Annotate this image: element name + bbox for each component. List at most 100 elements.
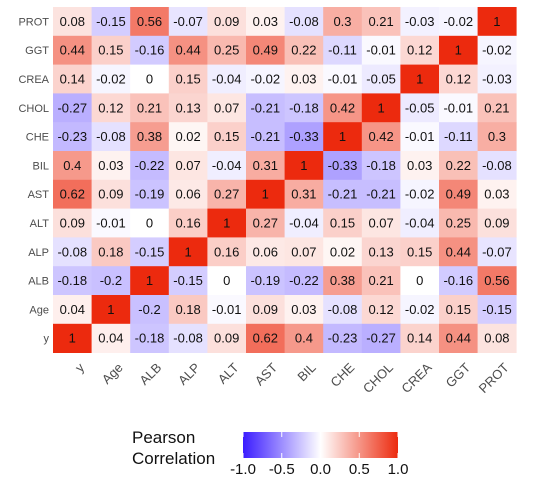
- cell-value-label: 0.42: [368, 129, 393, 144]
- heatmap-cell: [91, 208, 131, 238]
- cell-value-label: 0.07: [291, 244, 316, 259]
- heatmap-cell: [53, 323, 92, 353]
- cell-value-label: -0.04: [289, 216, 319, 231]
- cell-value-label: 1: [339, 129, 346, 144]
- cell-value-label: 0.12: [368, 302, 393, 317]
- heatmap-cell: [207, 93, 247, 123]
- heatmap-cell: [284, 151, 324, 181]
- cell-value-label: 0.4: [63, 158, 81, 173]
- heatmap-cell: [361, 208, 401, 238]
- cell-value-label: -0.18: [289, 100, 319, 115]
- heatmap-cell: [53, 208, 92, 238]
- cell-value-label: -0.08: [96, 129, 126, 144]
- cell-value-label: 0.44: [446, 331, 471, 346]
- x-tick-label: AST: [252, 360, 281, 389]
- heatmap-cells: 0.08 -0.15 0.56 -0.07 0.09 0.03 -0.08 0.3 0.21 -0…: [53, 7, 517, 353]
- cell-value-label: 0.03: [98, 158, 123, 173]
- heatmap-cell: [439, 295, 478, 325]
- cell-value-label: -0.23: [328, 331, 358, 346]
- y-tick-label: y: [44, 333, 50, 345]
- cell-value-label: 0.15: [446, 302, 471, 317]
- cell-value-label: 0.15: [175, 72, 200, 87]
- heatmap-cell: [53, 295, 92, 325]
- heatmap-cell: [130, 266, 170, 296]
- cell-value-label: 1: [416, 72, 423, 87]
- cell-value-label: 0.56: [484, 273, 509, 288]
- cell-value-label: 0.25: [214, 43, 239, 58]
- heatmap-cell: [323, 35, 363, 65]
- heatmap-cell: [91, 35, 131, 65]
- heatmap-cell: [168, 93, 208, 123]
- heatmap-cell: [361, 93, 401, 123]
- legend-tick-label: 0.5: [349, 461, 370, 478]
- cell-value-label: 0: [146, 216, 153, 231]
- heatmap-cell: [246, 179, 285, 209]
- cell-value-label: -0.16: [443, 273, 473, 288]
- heatmap-cell: [284, 179, 324, 209]
- y-tick-label: ALB: [28, 276, 49, 288]
- cell-value-label: -0.03: [482, 72, 512, 87]
- heatmap-cell: [130, 295, 170, 325]
- heatmap-cell: [400, 64, 440, 94]
- heatmap-cell: [323, 179, 363, 209]
- heatmap-cell: [323, 295, 363, 325]
- cell-value-label: 0.12: [98, 100, 123, 115]
- heatmap-cell: [439, 122, 478, 152]
- y-tick-label: GGT: [25, 45, 49, 57]
- heatmap-cell: [477, 237, 517, 267]
- heatmap-cell: [323, 151, 363, 181]
- heatmap-cell: [477, 208, 517, 238]
- legend-tick-label: 0.0: [310, 461, 331, 478]
- legend-ticks: -1.0 -0.5 0.0 0.5 1.0: [230, 432, 408, 478]
- cell-value-label: 0.09: [60, 216, 85, 231]
- cell-value-label: 0.21: [137, 100, 162, 115]
- heatmap-cell: [323, 266, 363, 296]
- y-tick-label: CHE: [26, 132, 49, 144]
- heatmap-cell: [207, 122, 247, 152]
- legend-tick-label: 1.0: [388, 461, 409, 478]
- cell-value-label: 0.27: [253, 216, 278, 231]
- heatmap-cell: [168, 208, 208, 238]
- heatmap-cell: [323, 93, 363, 123]
- heatmap-cell: [130, 237, 170, 267]
- cell-value-label: 0.06: [175, 187, 200, 202]
- heatmap-cell: [361, 266, 401, 296]
- cell-value-label: -0.19: [250, 273, 280, 288]
- cell-value-label: -0.15: [482, 302, 512, 317]
- cell-value-label: 0.49: [253, 43, 278, 58]
- cell-value-label: 0.07: [368, 216, 393, 231]
- heatmap-cell: [400, 179, 440, 209]
- cell-value-label: 0.02: [330, 244, 355, 259]
- x-tick-label: ALT: [215, 360, 242, 387]
- heatmap-cell: [130, 122, 170, 152]
- heatmap-cell: [284, 323, 324, 353]
- cell-value-label: -0.01: [96, 216, 126, 231]
- cell-value-label: -0.04: [405, 216, 435, 231]
- heatmap-cell: [439, 64, 478, 94]
- heatmap-cell: [168, 179, 208, 209]
- cell-value-label: 0.12: [407, 43, 432, 58]
- cell-value-label: -0.08: [289, 14, 319, 29]
- cell-value-label: 1: [184, 244, 191, 259]
- x-tick-label: Age: [99, 360, 126, 387]
- cell-value-label: 0.13: [368, 244, 393, 259]
- cell-value-label: 0.09: [253, 302, 278, 317]
- heatmap-cell: [246, 295, 285, 325]
- heatmap-cell: [477, 295, 517, 325]
- heatmap-cell: [400, 93, 440, 123]
- cell-value-label: -0.11: [328, 43, 357, 58]
- heatmap-cell: [207, 208, 247, 238]
- cell-value-label: 0.07: [175, 158, 200, 173]
- cell-value-label: -0.19: [135, 187, 165, 202]
- cell-value-label: 0.15: [214, 129, 239, 144]
- heatmap-cell: [53, 7, 92, 37]
- heatmap-cell: [400, 295, 440, 325]
- heatmap-cell: [168, 7, 208, 37]
- cell-value-label: 0.16: [214, 244, 239, 259]
- heatmap-cell: [130, 179, 170, 209]
- heatmap-cell: [91, 179, 131, 209]
- cell-value-label: -0.2: [100, 273, 122, 288]
- heatmap-cell: [361, 7, 401, 37]
- cell-value-label: 0.04: [60, 302, 85, 317]
- heatmap-cell: [323, 237, 363, 267]
